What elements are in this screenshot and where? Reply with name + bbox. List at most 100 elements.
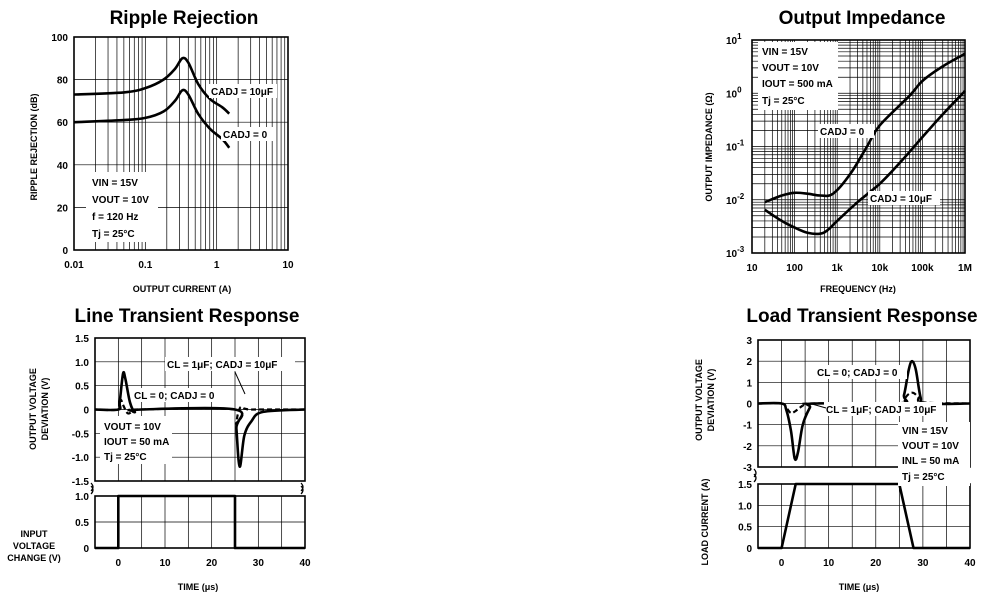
imp-cond-tj: Tj = 25°C — [762, 96, 805, 107]
x-tick-label: 0 — [779, 558, 785, 569]
y-tick-label: 10-1 — [726, 139, 745, 154]
ripple-ylabel: RIPPLE REJECTION (dB) — [29, 93, 39, 200]
y-tick-label: 10-3 — [726, 245, 745, 260]
ripple-cond-vin: VIN = 15V — [92, 178, 138, 189]
y-tick-label-top: 1 — [746, 378, 752, 389]
ripple-cond-f: f = 120 Hz — [92, 212, 138, 223]
y-tick-exponent: 1 — [737, 32, 742, 41]
x-tick-label: 10 — [159, 558, 171, 569]
y-tick-label: 60 — [57, 118, 69, 129]
x-tick-label: 1 — [214, 260, 220, 271]
line-cond-iout: IOUT = 50 mA — [104, 437, 169, 448]
load-transient-title: Load Transient Response — [746, 306, 977, 327]
y-tick-label-top: 2 — [746, 357, 752, 368]
y-tick-exponent: 0 — [737, 85, 742, 94]
line-ylabel-top-2: DEVIATION (V) — [40, 378, 50, 441]
ripple-title: Ripple Rejection — [110, 8, 259, 29]
x-tick-label: 10 — [746, 263, 758, 274]
load-label-cl1: CL = 1μF; CADJ = 10μF — [826, 405, 936, 416]
y-tick-label-bottom: 1.5 — [738, 480, 752, 491]
y-tick-exponent: -3 — [737, 245, 745, 254]
impedance-ylabel: OUTPUT IMPEDANCE (Ω) — [704, 92, 714, 201]
y-tick-label-bottom: 1.0 — [738, 501, 752, 512]
ripple-cond-tj: Tj = 25°C — [92, 229, 135, 240]
y-tick-label-top: 0 — [746, 400, 752, 411]
x-tick-label: 40 — [964, 558, 976, 569]
y-tick-label-top: -1 — [743, 421, 752, 432]
series-line — [764, 90, 966, 236]
line-label-cl1: CL = 1μF; CADJ = 10μF — [167, 360, 277, 371]
y-tick-label: 10-2 — [726, 192, 745, 207]
y-tick-label: 80 — [57, 76, 69, 87]
imp-cond-vin: VIN = 15V — [762, 47, 808, 58]
impedance-xlabel: FREQUENCY (Hz) — [820, 284, 896, 294]
x-tick-label: 0.1 — [138, 260, 152, 271]
series-line — [94, 398, 305, 425]
x-tick-label: 100k — [911, 263, 934, 274]
axis-break-mark — [90, 482, 94, 495]
y-tick-label-bottom: 0 — [83, 544, 89, 555]
plot-frame — [751, 39, 966, 254]
impedance-title: Output Impedance — [779, 8, 946, 29]
x-tick-label: 20 — [206, 558, 218, 569]
load-ylabel-top-2: DEVIATION (V) — [706, 369, 716, 432]
impedance-conditions: VIN = 15V VOUT = 10V IOUT = 500 mA Tj = … — [758, 42, 838, 110]
line-ylabel-top-1: OUTPUT VOLTAGE — [28, 368, 38, 450]
y-tick-label-top: -1.0 — [72, 453, 90, 464]
imp-cond-iout: IOUT = 500 mA — [762, 79, 833, 90]
y-tick-label: 100 — [51, 33, 68, 44]
y-tick-label: 0 — [62, 246, 68, 257]
line-conditions: VOUT = 10V IOUT = 50 mA Tj = 25°C — [100, 416, 172, 464]
axis-break-mark — [300, 482, 304, 495]
y-tick-label-top: 3 — [746, 336, 752, 347]
y-tick-label: 20 — [57, 203, 69, 214]
y-tick-exponent: -2 — [737, 192, 745, 201]
y-tick-label-top: -2 — [743, 442, 752, 453]
ripple-label-cadj0: CADJ = 0 — [223, 130, 268, 141]
x-tick-label: 100 — [786, 263, 803, 274]
y-tick-label-bottom: 0.5 — [738, 523, 752, 534]
line-xlabel: TIME (μs) — [178, 582, 219, 592]
y-tick-label-top: 1.0 — [75, 358, 89, 369]
line-label-cl0: CL = 0; CADJ = 0 — [134, 391, 215, 402]
y-tick-exponent: -1 — [737, 139, 745, 148]
ripple-conditions: VIN = 15V VOUT = 10V f = 120 Hz Tj = 25°… — [86, 172, 158, 242]
ripple-label-cadj10: CADJ = 10μF — [211, 87, 273, 98]
load-conditions: VIN = 15V VOUT = 10V INL = 50 mA Tj = 25… — [898, 422, 970, 486]
x-tick-label: 10 — [282, 260, 294, 271]
load-ylabel-top-1: OUTPUT VOLTAGE — [694, 359, 704, 441]
ripple-xlabel: OUTPUT CURRENT (A) — [133, 284, 232, 294]
y-tick-label: 100 — [726, 85, 742, 100]
line-transient-title: Line Transient Response — [75, 306, 300, 327]
y-tick-label-top: -3 — [743, 463, 752, 474]
load-cond-inl: INL = 50 mA — [902, 456, 959, 467]
y-tick-label-top: 1.5 — [75, 334, 89, 345]
input-step-line — [95, 494, 305, 550]
load-cond-tj: Tj = 25°C — [902, 472, 945, 483]
y-tick-label: 101 — [726, 32, 742, 47]
plot-frame — [73, 36, 289, 251]
series-line — [73, 88, 231, 149]
line-ylabel-bottom-1: INPUT — [21, 529, 49, 539]
line-transient-chart: 0 10 20 30 40 -1.5 -1.0 -0.5 0 0.5 1.0 1.5 0 0.5 1.0 — [72, 334, 311, 569]
line-cond-tj: Tj = 25°C — [104, 452, 147, 463]
load-label-cl0: CL = 0; CADJ = 0 — [817, 368, 898, 379]
x-tick-label: 30 — [917, 558, 929, 569]
x-tick-label: 20 — [870, 558, 882, 569]
y-tick-label-top: -0.5 — [72, 429, 90, 440]
x-tick-label: 0 — [116, 558, 122, 569]
axis-break-mark — [753, 468, 757, 483]
series-line — [73, 56, 231, 115]
imp-cond-vout: VOUT = 10V — [762, 63, 819, 74]
ripple-cond-vout: VOUT = 10V — [92, 195, 149, 206]
load-ylabel-bottom: LOAD CURRENT (A) — [700, 479, 710, 566]
line-ylabel-bottom-2: VOLTAGE — [13, 541, 55, 551]
input-step-line — [758, 482, 970, 550]
x-tick-label: 40 — [299, 558, 311, 569]
y-tick-label: 40 — [57, 161, 69, 172]
x-tick-label: 10 — [823, 558, 835, 569]
impedance-label-cadj10: CADJ = 10μF — [870, 194, 932, 205]
load-cond-vin: VIN = 15V — [902, 426, 948, 437]
y-tick-label-top: 0 — [83, 406, 89, 417]
